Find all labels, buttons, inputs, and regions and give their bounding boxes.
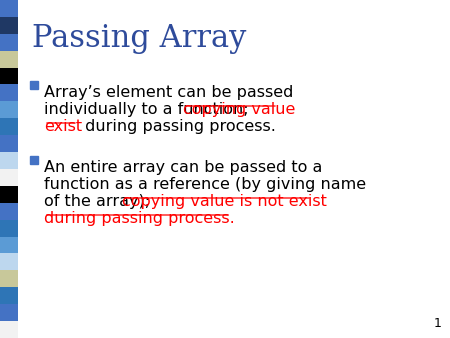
Bar bbox=[0, 321, 18, 338]
Bar bbox=[0, 101, 18, 118]
Bar bbox=[0, 270, 18, 287]
Bar bbox=[0, 0, 18, 17]
Text: copying value is not exist: copying value is not exist bbox=[122, 194, 327, 209]
Bar bbox=[0, 186, 18, 203]
Bar bbox=[0, 135, 18, 152]
Bar bbox=[0, 254, 18, 270]
Bar bbox=[0, 237, 18, 254]
Bar bbox=[0, 203, 18, 220]
Text: 1: 1 bbox=[434, 317, 442, 330]
Bar bbox=[0, 118, 18, 135]
Bar bbox=[0, 287, 18, 304]
Bar bbox=[0, 304, 18, 321]
Bar bbox=[0, 152, 18, 169]
Text: An entire array can be passed to a: An entire array can be passed to a bbox=[44, 160, 322, 175]
Text: during passing process.: during passing process. bbox=[80, 119, 276, 134]
Bar bbox=[0, 68, 18, 84]
Text: during passing process.: during passing process. bbox=[44, 211, 235, 226]
Bar bbox=[0, 220, 18, 237]
Text: individually to a function;: individually to a function; bbox=[44, 102, 254, 117]
Text: copying value: copying value bbox=[183, 102, 295, 117]
Bar bbox=[0, 34, 18, 51]
Bar bbox=[0, 84, 18, 101]
Bar bbox=[0, 17, 18, 34]
Text: exist: exist bbox=[44, 119, 82, 134]
Text: function as a reference (by giving name: function as a reference (by giving name bbox=[44, 177, 366, 192]
Bar bbox=[30, 156, 38, 164]
Bar bbox=[0, 169, 18, 186]
Text: Array’s element can be passed: Array’s element can be passed bbox=[44, 85, 293, 100]
Text: Passing Array: Passing Array bbox=[32, 23, 247, 54]
Text: of the array);: of the array); bbox=[44, 194, 155, 209]
Bar bbox=[0, 51, 18, 68]
Bar bbox=[30, 81, 38, 89]
